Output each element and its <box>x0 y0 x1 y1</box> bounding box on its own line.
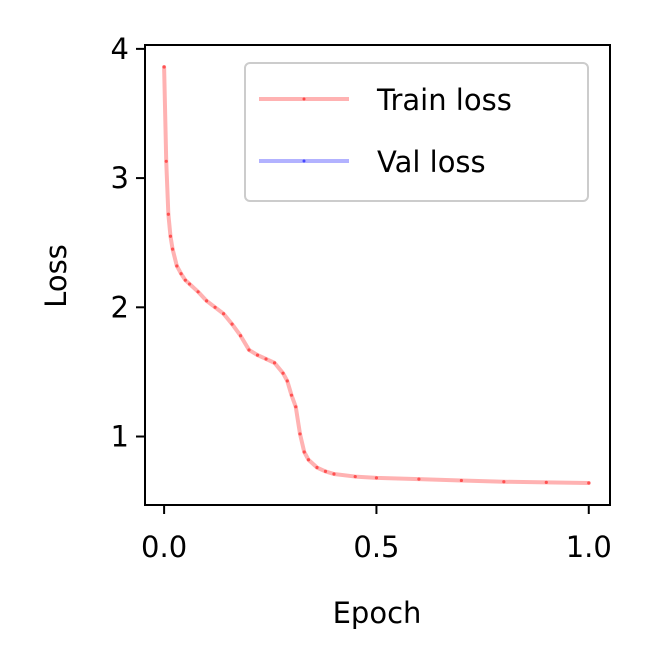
y-axis-label: Loss <box>39 244 73 308</box>
series-point <box>502 480 506 484</box>
series-point <box>238 334 243 338</box>
series-point <box>168 234 173 238</box>
y-tick-label: 3 <box>111 161 129 195</box>
series-point <box>544 480 548 484</box>
x-axis-label: Epoch <box>333 596 422 630</box>
series-point <box>171 247 175 251</box>
series-point <box>166 212 170 216</box>
series-point <box>213 305 217 309</box>
series-point <box>302 450 306 454</box>
series-point <box>298 432 302 436</box>
x-tick-label: 1.0 <box>566 530 612 564</box>
series-point <box>289 393 294 397</box>
series-point <box>175 264 179 268</box>
x-ticks: 0.0 0.5 1.0 <box>141 505 612 564</box>
series-point <box>230 322 234 326</box>
legend-marker-train <box>302 97 306 101</box>
series-point <box>204 299 209 303</box>
series-point <box>315 465 319 470</box>
legend-box <box>244 62 589 202</box>
series-point <box>374 476 379 480</box>
legend: Train loss Val loss <box>244 62 589 202</box>
series-point <box>587 481 591 485</box>
plot-frame <box>144 44 611 506</box>
legend-label-train: Train loss <box>376 83 512 117</box>
series-point <box>417 477 421 481</box>
series-point <box>353 474 357 479</box>
series-point <box>264 357 268 361</box>
legend-marker-val <box>302 159 306 163</box>
series-point <box>285 379 289 383</box>
series-point <box>179 272 183 276</box>
y-tick-label: 1 <box>111 420 129 454</box>
series-layer <box>162 64 591 486</box>
series-point <box>459 478 463 483</box>
y-tick-label: 4 <box>111 32 129 66</box>
series-point <box>272 361 277 365</box>
series-point <box>183 278 187 282</box>
y-tick-label: 2 <box>111 290 129 324</box>
legend-label-val: Val loss <box>377 145 486 179</box>
series-point <box>247 348 251 352</box>
series-point <box>221 312 226 316</box>
series-point <box>306 458 311 462</box>
series-point <box>164 159 168 163</box>
series-point <box>187 282 192 286</box>
series-point <box>332 472 336 476</box>
series-point <box>255 353 260 357</box>
y-ticks: 1 2 3 4 <box>111 32 145 454</box>
series-point <box>323 469 328 473</box>
series-point <box>294 405 298 409</box>
series-point <box>196 290 200 294</box>
series-point <box>162 65 166 69</box>
x-tick-label: 0.5 <box>353 530 399 564</box>
series-point <box>281 371 285 375</box>
x-tick-label: 0.0 <box>141 530 187 564</box>
